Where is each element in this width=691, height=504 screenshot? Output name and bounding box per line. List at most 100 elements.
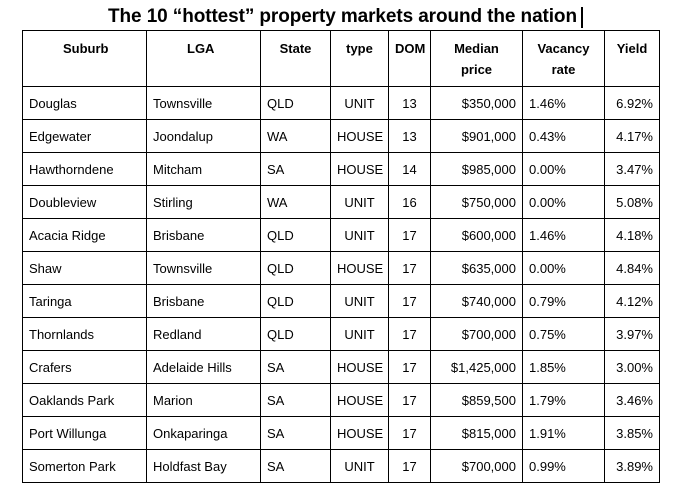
cell-type: UNIT (330, 317, 389, 351)
cell-state: SA (260, 152, 331, 186)
cell-suburb: Thornlands (22, 317, 147, 351)
cell-suburb: Somerton Park (22, 449, 147, 483)
cell-state: QLD (260, 284, 331, 318)
cell-type: HOUSE (330, 383, 389, 417)
header-dom: DOM (388, 30, 431, 87)
cell-yield: 3.89% (604, 449, 660, 483)
cell-lga: Townsville (146, 86, 261, 120)
cell-median-price: $740,000 (430, 284, 523, 318)
header-median-price: Median price (430, 30, 523, 87)
cell-lga: Onkaparinga (146, 416, 261, 450)
table-row: Crafers Adelaide Hills SA HOUSE 17 $1,42… (22, 350, 660, 384)
title-text: The 10 “hottest” property markets around… (108, 6, 577, 27)
cell-suburb: Doubleview (22, 185, 147, 219)
cell-suburb: Crafers (22, 350, 147, 384)
cell-dom: 13 (388, 86, 431, 120)
cell-type: HOUSE (330, 119, 389, 153)
cell-lga: Stirling (146, 185, 261, 219)
cell-dom: 13 (388, 119, 431, 153)
cell-median-price: $350,000 (430, 86, 523, 120)
cell-yield: 4.12% (604, 284, 660, 318)
cell-vacancy-rate: 0.99% (522, 449, 605, 483)
cell-vacancy-rate: 1.46% (522, 86, 605, 120)
cell-lga: Marion (146, 383, 261, 417)
table-row: Acacia Ridge Brisbane QLD UNIT 17 $600,0… (22, 218, 660, 252)
cell-yield: 6.92% (604, 86, 660, 120)
cell-vacancy-rate: 0.00% (522, 152, 605, 186)
cell-median-price: $859,500 (430, 383, 523, 417)
cell-vacancy-rate: 1.91% (522, 416, 605, 450)
cell-yield: 4.84% (604, 251, 660, 285)
table-row: Port Willunga Onkaparinga SA HOUSE 17 $8… (22, 416, 660, 450)
cell-vacancy-rate: 0.79% (522, 284, 605, 318)
table-row: Douglas Townsville QLD UNIT 13 $350,000 … (22, 86, 660, 120)
document-title[interactable]: The 10 “hottest” property markets around… (108, 6, 583, 28)
cell-dom: 17 (388, 350, 431, 384)
cell-vacancy-rate: 0.00% (522, 251, 605, 285)
cell-suburb: Oaklands Park (22, 383, 147, 417)
cell-type: HOUSE (330, 416, 389, 450)
cell-median-price: $600,000 (430, 218, 523, 252)
cell-vacancy-rate: 0.75% (522, 317, 605, 351)
cell-yield: 4.18% (604, 218, 660, 252)
header-yield: Yield (604, 30, 660, 87)
cell-median-price: $635,000 (430, 251, 523, 285)
table-row: Hawthorndene Mitcham SA HOUSE 14 $985,00… (22, 152, 660, 186)
cell-dom: 17 (388, 284, 431, 318)
cell-state: QLD (260, 218, 331, 252)
header-state: State (260, 30, 331, 87)
cell-yield: 3.46% (604, 383, 660, 417)
cell-type: UNIT (330, 449, 389, 483)
table-row: Shaw Townsville QLD HOUSE 17 $635,000 0.… (22, 251, 660, 285)
cell-suburb: Hawthorndene (22, 152, 147, 186)
cell-state: SA (260, 416, 331, 450)
table-row: Oaklands Park Marion SA HOUSE 17 $859,50… (22, 383, 660, 417)
header-vacancy-rate: Vacancy rate (522, 30, 605, 87)
cell-vacancy-rate: 1.79% (522, 383, 605, 417)
cell-median-price: $750,000 (430, 185, 523, 219)
cell-type: UNIT (330, 185, 389, 219)
cell-lga: Townsville (146, 251, 261, 285)
cell-suburb: Edgewater (22, 119, 147, 153)
cell-suburb: Shaw (22, 251, 147, 285)
cell-lga: Joondalup (146, 119, 261, 153)
cell-dom: 16 (388, 185, 431, 219)
cell-type: HOUSE (330, 350, 389, 384)
cell-yield: 3.85% (604, 416, 660, 450)
table-body: Douglas Townsville QLD UNIT 13 $350,000 … (22, 86, 660, 483)
cell-dom: 17 (388, 251, 431, 285)
cell-lga: Brisbane (146, 284, 261, 318)
cell-lga: Brisbane (146, 218, 261, 252)
cell-state: QLD (260, 251, 331, 285)
cell-median-price: $1,425,000 (430, 350, 523, 384)
cell-dom: 17 (388, 449, 431, 483)
cell-yield: 3.00% (604, 350, 660, 384)
cell-dom: 17 (388, 218, 431, 252)
cell-state: QLD (260, 86, 331, 120)
title-container: The 10 “hottest” property markets around… (0, 6, 691, 28)
cell-vacancy-rate: 0.00% (522, 185, 605, 219)
table-row: Thornlands Redland QLD UNIT 17 $700,000 … (22, 317, 660, 351)
cell-state: WA (260, 185, 331, 219)
table-row: Taringa Brisbane QLD UNIT 17 $740,000 0.… (22, 284, 660, 318)
cell-state: SA (260, 350, 331, 384)
cell-median-price: $700,000 (430, 449, 523, 483)
cell-suburb: Acacia Ridge (22, 218, 147, 252)
header-type: type (330, 30, 389, 87)
cell-lga: Redland (146, 317, 261, 351)
table-row: Doubleview Stirling WA UNIT 16 $750,000 … (22, 185, 660, 219)
cell-state: SA (260, 449, 331, 483)
cell-median-price: $815,000 (430, 416, 523, 450)
text-cursor (580, 7, 583, 28)
cell-type: HOUSE (330, 152, 389, 186)
cell-yield: 3.97% (604, 317, 660, 351)
cell-dom: 17 (388, 383, 431, 417)
cell-yield: 4.17% (604, 119, 660, 153)
cell-state: SA (260, 383, 331, 417)
cell-type: UNIT (330, 86, 389, 120)
cell-suburb: Douglas (22, 86, 147, 120)
cell-vacancy-rate: 1.85% (522, 350, 605, 384)
cell-suburb: Port Willunga (22, 416, 147, 450)
cell-lga: Mitcham (146, 152, 261, 186)
header-suburb: Suburb (22, 30, 147, 87)
